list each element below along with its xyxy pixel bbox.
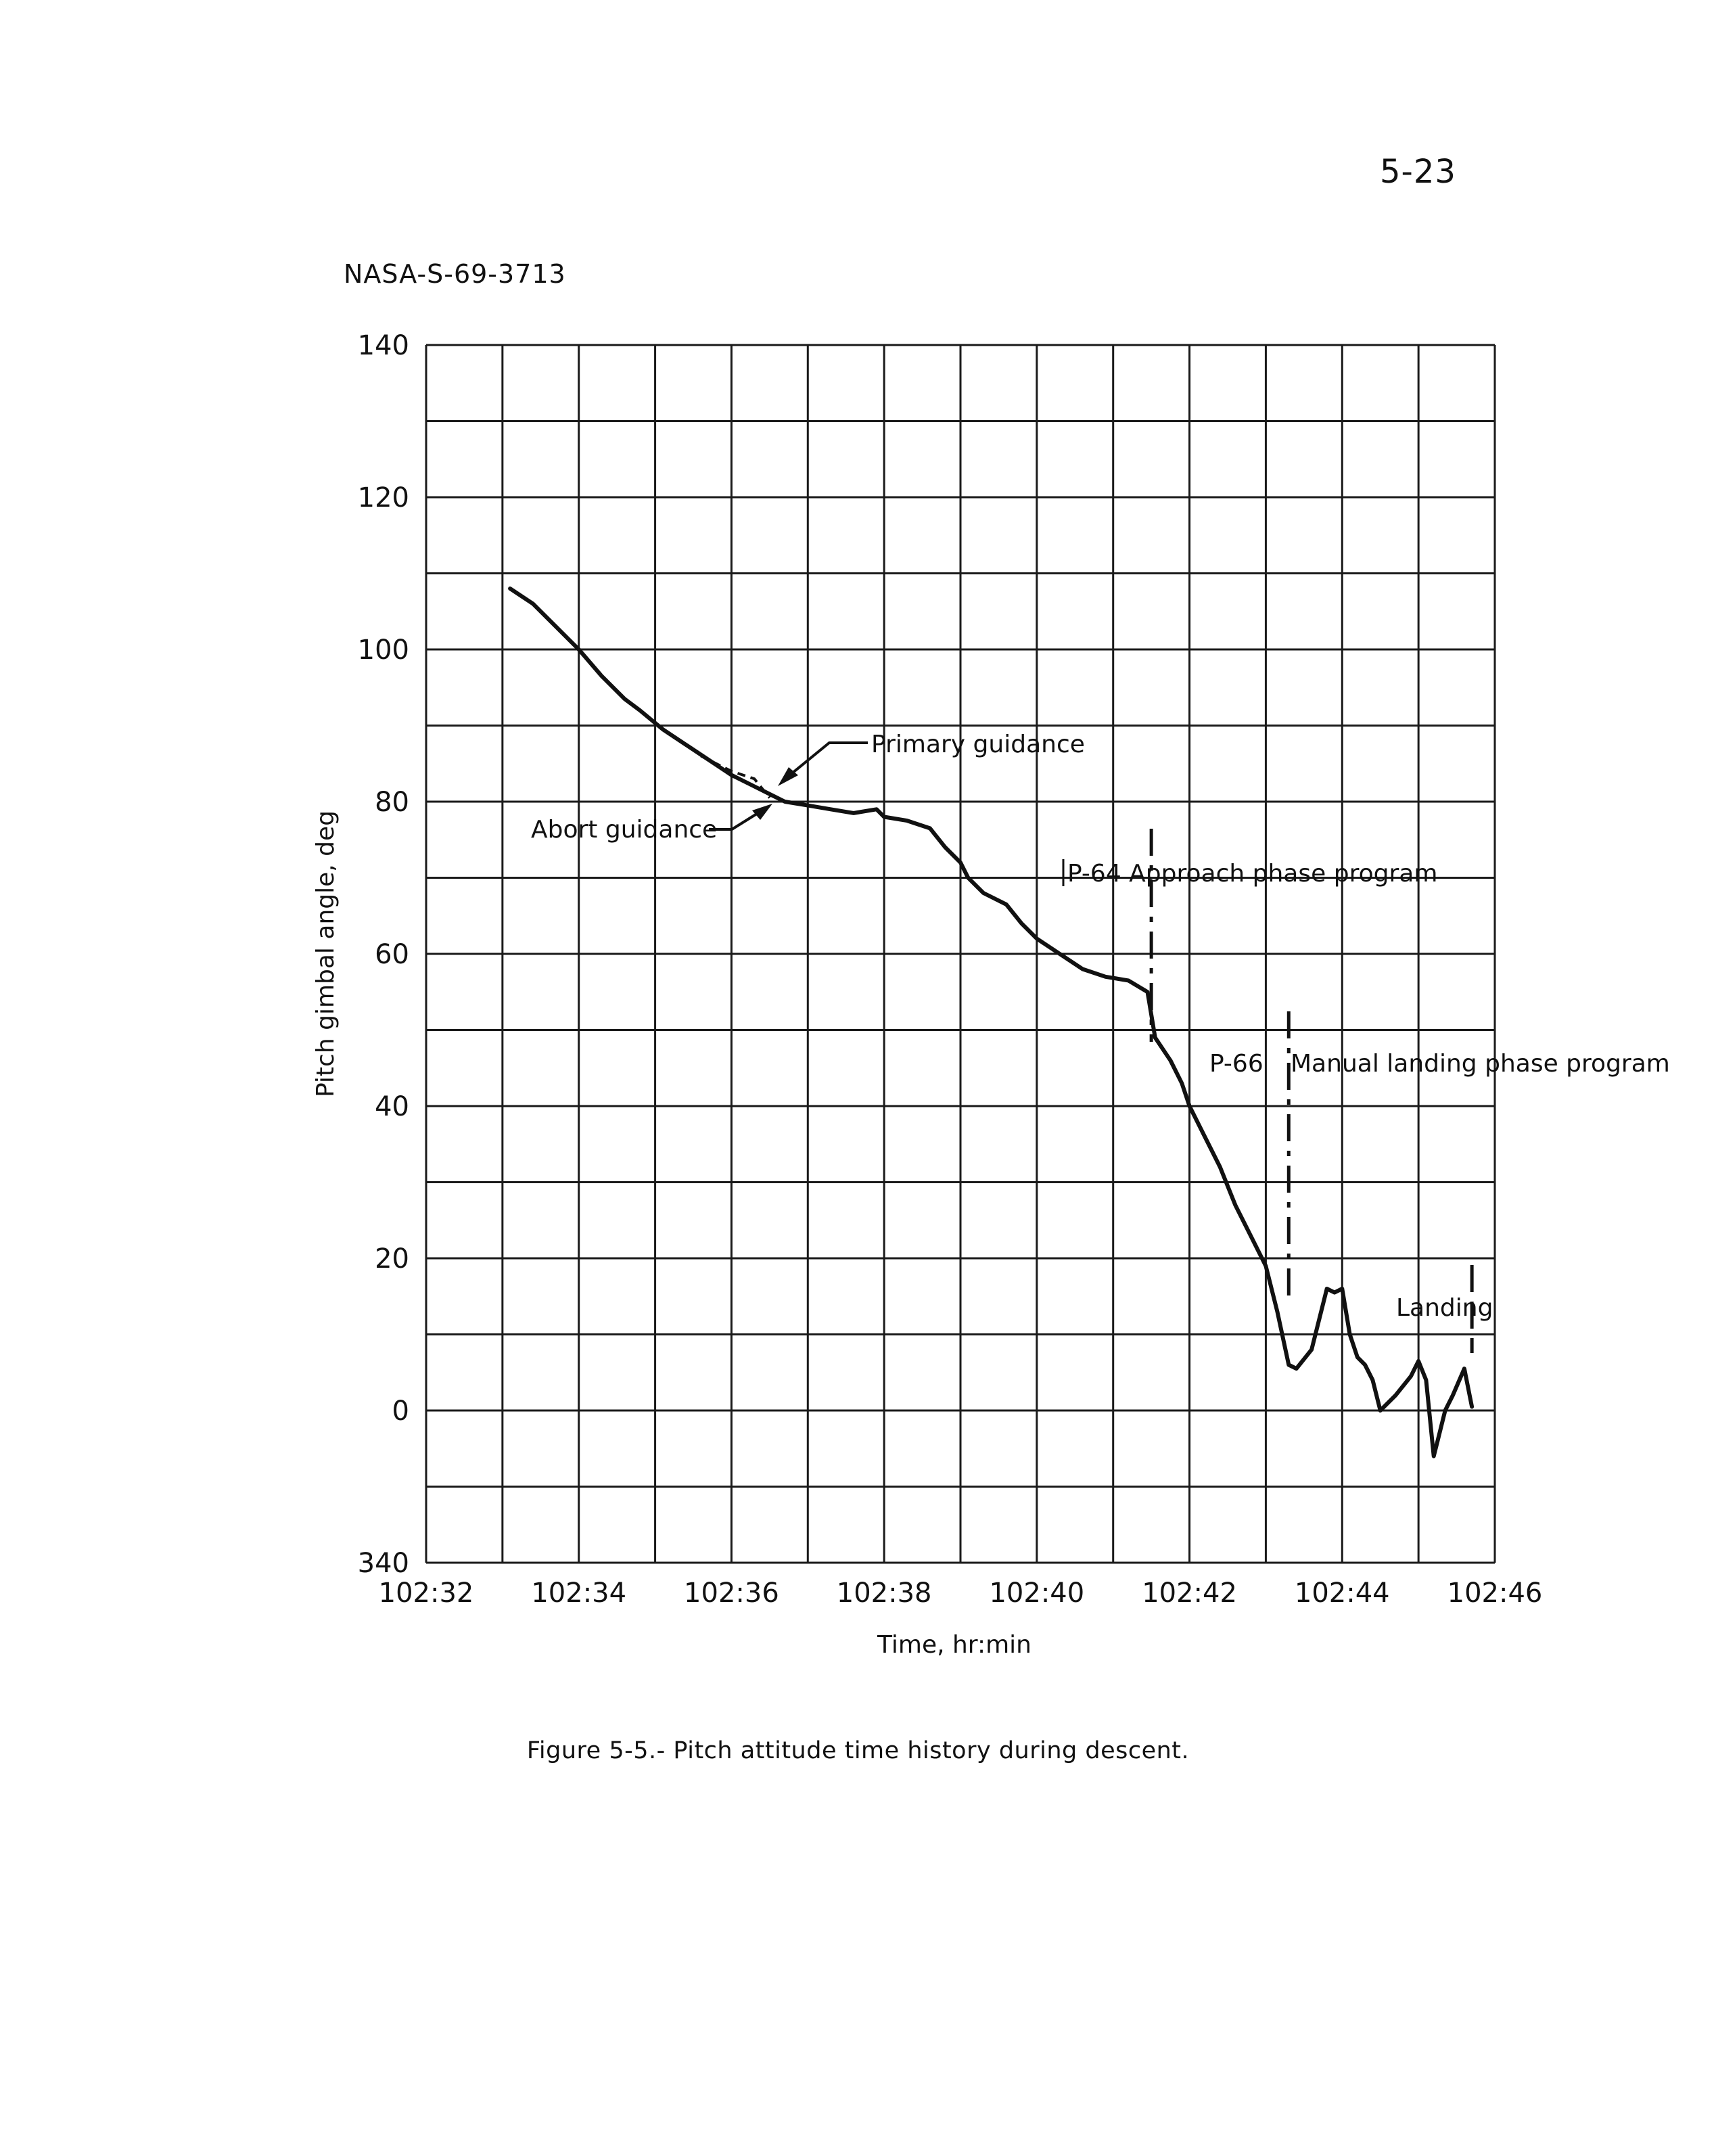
figure-caption: Figure 5-5.- Pitch attitude time history… — [526, 1737, 1190, 1764]
x-tick-label: 102:44 — [1295, 1578, 1390, 1609]
y-axis-label: Pitch gimbal angle, deg — [312, 810, 340, 1097]
arrowhead-abort-guidance — [752, 804, 772, 820]
y-tick-label: 40 — [375, 1091, 409, 1122]
arrowhead-primary-guidance — [778, 767, 798, 786]
y-tick-label: 140 — [358, 330, 409, 361]
y-tick-label: 60 — [375, 939, 409, 970]
x-tick-label: 102:46 — [1447, 1578, 1543, 1609]
x-tick-label: 102:40 — [989, 1578, 1084, 1609]
leader-primary-guidance — [783, 741, 868, 781]
x-tick-label: 102:36 — [684, 1578, 779, 1609]
annotation-p66: P-66 — [1209, 1050, 1263, 1078]
y-tick-label: 20 — [375, 1243, 409, 1275]
x-axis-label: Time, hr:min — [877, 1631, 1031, 1659]
annotation-manual-landing: Manual landing phase program — [1291, 1050, 1670, 1078]
leader-abort-guidance — [709, 808, 766, 831]
y-tick-label: 340 — [358, 1548, 409, 1579]
annotation-landing: Landing — [1396, 1294, 1493, 1322]
annotation-abort-guidance: Abort guidance — [531, 816, 717, 844]
document-id: NASA-S-69-3713 — [344, 259, 566, 289]
annotation-p64: P-64 Approach phase program — [1067, 860, 1437, 888]
y-tick-label: 100 — [358, 635, 409, 666]
y-tick-label: 120 — [358, 482, 409, 513]
page-number: 5-23 — [1380, 153, 1456, 191]
x-tick-label: 102:38 — [837, 1578, 932, 1609]
y-tick-label: 80 — [375, 787, 409, 818]
x-tick-label: 102:42 — [1142, 1578, 1237, 1609]
x-tick-label: 102:32 — [379, 1578, 474, 1609]
x-tick-label: 102:34 — [531, 1578, 626, 1609]
abort-guidance-trace — [700, 754, 771, 799]
y-tick-label: 0 — [392, 1396, 409, 1427]
pitch-data-line — [508, 587, 1475, 1459]
annotation-primary-guidance: Primary guidance — [871, 731, 1085, 758]
